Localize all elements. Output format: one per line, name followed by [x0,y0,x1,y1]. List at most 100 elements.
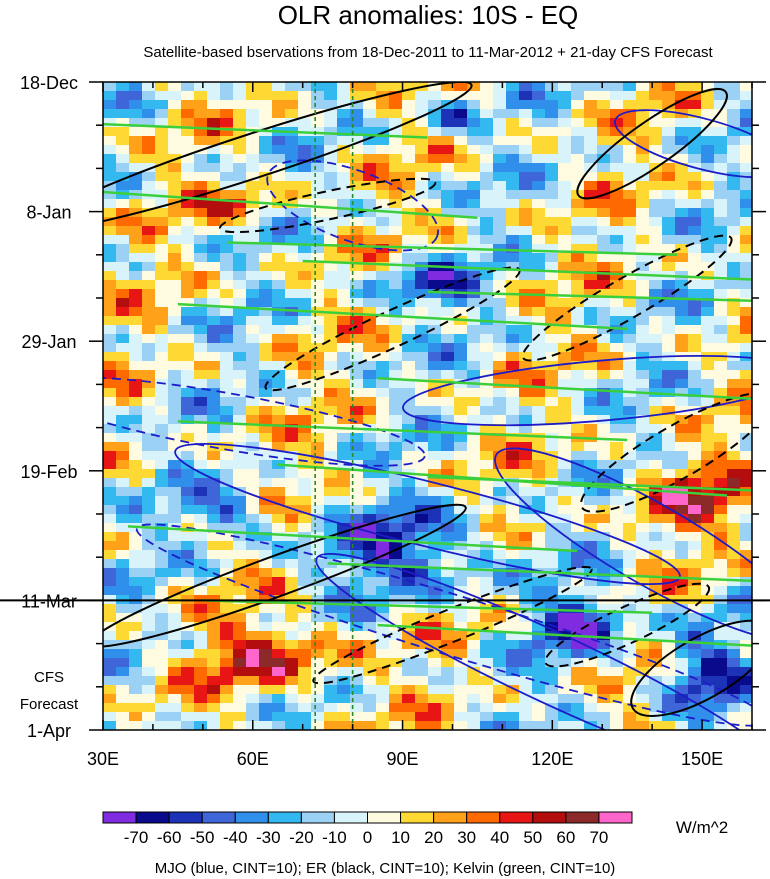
heat-cell [610,442,624,452]
heat-cell [103,568,117,578]
heat-cell [233,649,247,659]
heat-cell [493,721,507,730]
heat-cell [363,640,377,650]
heat-cell [558,424,572,434]
heat-cell [181,298,195,308]
heat-cell [415,334,429,344]
heat-cell [662,712,676,722]
heat-cell [610,352,624,362]
heat-cell [363,226,377,236]
heat-cell [740,613,752,623]
heat-cell [324,631,338,641]
heat-cell [649,442,663,452]
heat-cell [740,586,752,596]
heat-cell [714,541,728,551]
heat-cell [155,451,169,461]
x-tick-label: 120E [531,749,573,769]
heat-cell [233,496,247,506]
heat-cell [116,379,130,389]
heat-cell [233,298,247,308]
heat-cell [532,109,546,119]
heat-cell [571,676,585,686]
heat-cell [298,505,312,515]
heat-cell [103,415,117,425]
heat-cell [389,379,403,389]
heat-cell [480,649,494,659]
heat-cell [402,226,416,236]
heat-cell [194,82,208,92]
heat-cell [740,280,752,290]
heat-cell [272,334,286,344]
heat-cell [246,316,260,326]
heat-cell [142,532,156,542]
heat-cell [168,118,182,128]
heat-cell [389,127,403,137]
heat-cell [519,379,533,389]
heat-cell [350,541,364,551]
heat-cell [532,460,546,470]
heat-cell [363,460,377,470]
heat-cell [714,334,728,344]
heat-cell [298,181,312,191]
heat-cell [415,280,429,290]
heat-cell [662,721,676,730]
heat-cell [142,181,156,191]
heat-cell [142,172,156,182]
heat-cell [415,109,429,119]
colorbar-swatch [168,811,203,824]
heat-cell [688,208,702,218]
heat-cell [610,82,624,92]
heat-cell [649,100,663,110]
heat-cell [311,676,325,686]
heat-cell [441,667,455,677]
heat-cell [194,514,208,524]
heat-cell [467,199,481,209]
heat-cell [194,370,208,380]
heat-cell [389,451,403,461]
kelvin-contour [377,623,752,647]
heat-cell [714,604,728,614]
heat-cell [727,280,741,290]
heat-cell [116,118,130,128]
heat-cell [519,514,533,524]
heat-cell [467,172,481,182]
heat-cell [532,379,546,389]
heat-cell [701,91,715,101]
heat-cell [415,217,429,227]
heat-cell [181,676,195,686]
heat-cell [636,514,650,524]
heat-cell [441,676,455,686]
heat-cell [376,370,390,380]
heat-cell [727,622,741,632]
heat-cell [194,667,208,677]
heat-cell [142,613,156,623]
heat-cell [558,613,572,623]
heat-cell [233,478,247,488]
heat-cell [532,577,546,587]
heat-cell [454,685,468,695]
heat-cell [454,226,468,236]
heat-cell [246,100,260,110]
heat-cell [233,163,247,173]
heat-cell [480,109,494,119]
heat-cell [558,316,572,326]
heat-cell [532,235,546,245]
heat-cell [298,676,312,686]
heat-cell [506,559,520,569]
heat-cell [129,424,143,434]
heat-cell [545,127,559,137]
heat-cell [532,163,546,173]
heat-cell [389,424,403,434]
heat-cell [714,676,728,686]
heat-cell [662,613,676,623]
heat-cell [298,226,312,236]
heat-cell [324,478,338,488]
heat-cell [142,253,156,263]
heat-cell [493,136,507,146]
heat-cell [441,361,455,371]
heat-cell [207,109,221,119]
heat-cell [285,676,299,686]
heat-cell [701,298,715,308]
colorbar-swatch [201,811,236,824]
heat-cell [402,532,416,542]
